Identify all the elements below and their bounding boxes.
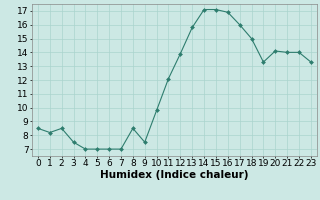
X-axis label: Humidex (Indice chaleur): Humidex (Indice chaleur) — [100, 170, 249, 180]
